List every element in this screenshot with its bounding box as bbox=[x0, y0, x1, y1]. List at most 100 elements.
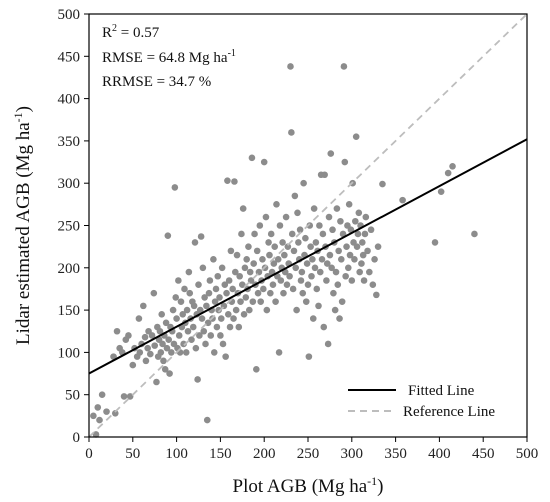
data-point bbox=[291, 192, 299, 200]
data-point bbox=[136, 349, 144, 356]
data-point bbox=[238, 230, 245, 238]
data-point bbox=[196, 306, 204, 314]
data-point bbox=[94, 404, 102, 411]
data-point bbox=[374, 243, 382, 250]
data-points bbox=[90, 63, 478, 438]
legend-fitted-line-label: Fitted Line bbox=[408, 383, 475, 399]
data-point bbox=[444, 169, 452, 177]
data-point bbox=[162, 319, 170, 327]
data-point bbox=[156, 327, 164, 335]
data-point bbox=[298, 268, 306, 276]
data-point bbox=[336, 315, 343, 322]
data-point bbox=[195, 281, 202, 289]
data-point bbox=[354, 230, 362, 238]
data-point bbox=[269, 281, 277, 289]
data-point bbox=[296, 226, 304, 234]
data-point bbox=[144, 344, 151, 352]
data-point bbox=[147, 350, 154, 358]
r-squared-label: R2 = 0.57 bbox=[102, 23, 160, 41]
x-tick-label: 50 bbox=[125, 446, 140, 462]
data-point bbox=[157, 349, 165, 356]
data-point bbox=[135, 315, 143, 322]
data-point bbox=[184, 327, 192, 335]
data-point bbox=[292, 264, 300, 272]
data-point bbox=[355, 209, 363, 217]
data-point bbox=[371, 256, 378, 263]
y-tick-label: 50 bbox=[65, 388, 80, 404]
data-point bbox=[248, 154, 256, 162]
data-point bbox=[194, 376, 201, 383]
data-point bbox=[449, 162, 456, 170]
data-point bbox=[189, 323, 197, 331]
data-point bbox=[236, 272, 243, 280]
data-point bbox=[110, 353, 117, 360]
data-point bbox=[185, 268, 193, 276]
data-point bbox=[275, 349, 283, 356]
data-point bbox=[325, 213, 333, 221]
data-point bbox=[113, 327, 121, 335]
data-point bbox=[249, 298, 257, 305]
data-point bbox=[179, 311, 187, 318]
data-point bbox=[361, 230, 369, 238]
data-point bbox=[302, 298, 310, 305]
data-point bbox=[151, 342, 158, 349]
data-point bbox=[297, 277, 305, 284]
data-point bbox=[129, 361, 137, 369]
data-point bbox=[190, 302, 198, 310]
data-point bbox=[205, 289, 213, 297]
data-point bbox=[318, 256, 326, 263]
data-point bbox=[226, 323, 234, 331]
data-point bbox=[267, 230, 275, 238]
data-point bbox=[180, 340, 187, 348]
data-point bbox=[166, 370, 173, 377]
data-point bbox=[356, 268, 363, 276]
data-point bbox=[153, 378, 160, 386]
x-tick-label: 150 bbox=[209, 446, 232, 462]
y-tick-label: 450 bbox=[58, 49, 81, 65]
data-point bbox=[288, 230, 296, 238]
data-point bbox=[200, 327, 208, 335]
x-tick-label: 450 bbox=[472, 446, 495, 462]
data-point bbox=[272, 298, 279, 305]
data-point bbox=[267, 289, 274, 297]
data-point bbox=[316, 222, 323, 229]
data-point bbox=[302, 234, 309, 242]
data-point bbox=[313, 285, 321, 293]
data-point bbox=[215, 306, 222, 314]
data-point bbox=[312, 239, 320, 246]
data-point bbox=[399, 196, 406, 204]
data-point bbox=[271, 243, 279, 250]
y-tick-label: 100 bbox=[58, 345, 81, 361]
data-point bbox=[305, 353, 313, 360]
data-point bbox=[274, 256, 282, 263]
data-point bbox=[229, 285, 236, 293]
y-tick-label: 250 bbox=[58, 219, 81, 235]
y-axis-ticks: 0 50 100 150 200 250 300 350 400 450 500 bbox=[58, 7, 89, 446]
data-point bbox=[250, 260, 257, 267]
data-point bbox=[227, 247, 235, 255]
data-point bbox=[273, 201, 280, 208]
data-point bbox=[280, 289, 287, 297]
data-point bbox=[243, 256, 250, 263]
data-point bbox=[311, 264, 319, 272]
data-point bbox=[257, 298, 264, 305]
data-point bbox=[288, 129, 295, 136]
data-point bbox=[326, 251, 334, 259]
x-tick-label: 350 bbox=[384, 446, 407, 462]
data-point bbox=[309, 315, 317, 322]
data-point bbox=[161, 366, 169, 373]
data-point bbox=[224, 177, 231, 184]
data-point bbox=[158, 311, 166, 318]
data-point bbox=[306, 222, 314, 229]
data-point bbox=[216, 294, 223, 301]
data-point bbox=[233, 251, 241, 259]
data-point bbox=[339, 230, 347, 238]
data-point bbox=[202, 340, 209, 348]
y-tick-label: 350 bbox=[58, 134, 81, 150]
data-point bbox=[337, 256, 345, 263]
data-point bbox=[160, 357, 167, 365]
data-point bbox=[182, 349, 190, 356]
data-point bbox=[142, 357, 150, 365]
data-point bbox=[333, 205, 341, 212]
y-tick-label: 300 bbox=[58, 176, 81, 192]
